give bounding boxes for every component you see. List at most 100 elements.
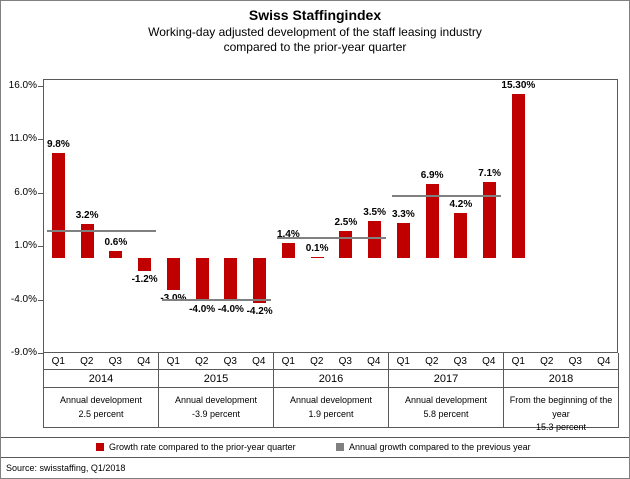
y-axis-tick-mark xyxy=(38,353,43,354)
bar-value-label: -3.0% xyxy=(149,293,198,304)
legend-label: Growth rate compared to the prior-year q… xyxy=(109,442,296,452)
annual-development-value: -3.9 percent xyxy=(191,408,241,419)
annual-development-text: Annual development xyxy=(174,395,258,405)
y-axis-tick-label: 6.0% xyxy=(14,186,37,198)
bar xyxy=(253,257,267,303)
y-axis-tick-label: -9.0% xyxy=(10,347,37,358)
annual-development-cell: Annual development -3.9 percent xyxy=(159,388,273,428)
quarter-label: Q4 xyxy=(137,355,151,367)
annual-development-cell: From the beginning of the year 15.3 perce… xyxy=(504,388,618,432)
year-label: 2015 xyxy=(159,370,273,388)
y-axis-tick-mark xyxy=(38,139,43,141)
y-axis-tick-label: 1.0% xyxy=(14,240,37,252)
annual-development-value: 15.3 percent xyxy=(535,422,587,432)
y-axis-tick-mark xyxy=(38,299,43,301)
year-label: 2018 xyxy=(504,370,618,388)
bar xyxy=(51,153,65,258)
y-axis-tick-label: 16.0% xyxy=(8,80,37,91)
quarter-labels-row: Q1 Q2 Q3 Q4 xyxy=(44,353,158,370)
bar xyxy=(166,257,180,290)
bar xyxy=(454,213,468,258)
x-axis-table: Q1 Q2 Q3 Q4 2014 Annual development 2.5 percen… xyxy=(43,353,619,432)
bar-value-label: 2.5% xyxy=(334,217,358,229)
year-label: 2014 xyxy=(44,370,158,388)
bar xyxy=(138,257,152,271)
bar-value-label: 1.4% xyxy=(276,228,300,240)
annual-growth-line xyxy=(392,194,501,197)
legend-separator-top xyxy=(1,437,629,438)
bar-value-label: 6.9% xyxy=(420,170,444,182)
bar xyxy=(80,223,94,258)
annual-development-text: Annual development xyxy=(289,395,373,405)
bar xyxy=(281,242,295,258)
quarter-label: Q2 xyxy=(540,355,554,367)
quarter-labels-row: Q1 Q2 Q3 Q4 xyxy=(274,353,388,370)
annual-development-text: From the beginning of the year xyxy=(509,395,613,419)
annual-development-cell: Annual development 5.8 percent xyxy=(389,388,503,428)
bar-value-label: 3.5% xyxy=(363,206,387,218)
bar xyxy=(425,184,439,258)
chart-title: Swiss Staffingindex xyxy=(248,7,382,23)
chart-subtitle-line1: Working-day adjusted development of the … xyxy=(148,25,482,39)
bar xyxy=(339,231,353,258)
quarter-label: Q4 xyxy=(367,355,381,367)
quarter-label: Q1 xyxy=(166,355,180,367)
quarter-label: Q3 xyxy=(223,355,237,367)
bar xyxy=(368,220,382,258)
quarter-label: Q1 xyxy=(396,355,410,367)
bar-value-label: 3.2% xyxy=(75,209,99,221)
source-note: Source: swisstaffing, Q1/2018 xyxy=(6,463,126,473)
y-axis-tick-mark xyxy=(38,246,43,248)
bar-value-label: -4.0% xyxy=(189,303,216,315)
quarter-label: Q2 xyxy=(425,355,439,367)
quarter-labels-row: Q1 Q2 Q3 Q4 xyxy=(159,353,273,370)
quarter-label: Q4 xyxy=(252,355,266,367)
quarter-label: Q2 xyxy=(310,355,324,367)
annual-development-cell: Annual development 2.5 percent xyxy=(44,388,158,428)
legend-label: Annual growth compared to the previous y… xyxy=(349,442,531,452)
annual-growth-line xyxy=(162,298,271,301)
quarter-label: Q1 xyxy=(281,355,295,367)
annual-development-cell: Annual development 1.9 percent xyxy=(274,388,388,428)
quarter-label: Q2 xyxy=(195,355,209,367)
bar-value-label: 15.30% xyxy=(501,80,536,92)
legend-item: Growth rate compared to the prior-year q… xyxy=(96,442,296,452)
annual-development-value: 5.8 percent xyxy=(423,408,469,419)
annual-development-text: Annual development xyxy=(404,395,488,405)
bar xyxy=(511,94,525,258)
bar xyxy=(396,222,410,258)
bar xyxy=(195,257,209,301)
quarter-labels-row: Q1 Q2 Q3 Q4 xyxy=(504,353,618,370)
quarter-label: Q1 xyxy=(51,355,65,367)
year-group-column: Q1 Q2 Q3 Q4 2018 From the beginning of the ye… xyxy=(504,353,619,432)
bar-value-label: 0.1% xyxy=(305,242,329,254)
plot-area: 9.8%3.2%0.6%-1.2%-3.0%-4.0%-4.0%-4.2%1.4… xyxy=(43,79,618,353)
legend-swatch xyxy=(96,443,104,451)
quarter-label: Q1 xyxy=(511,355,525,367)
year-group-column: Q1 Q2 Q3 Q4 2017 Annual development 5.8 percen… xyxy=(389,353,504,428)
bar-value-label: 9.8% xyxy=(46,139,70,151)
y-axis-tick-mark xyxy=(38,86,43,87)
bar-value-label: -4.0% xyxy=(217,303,244,315)
bar-value-label: 4.2% xyxy=(449,199,473,211)
quarter-label: Q4 xyxy=(482,355,496,367)
y-axis-tick-label: -4.0% xyxy=(10,293,37,305)
annual-development-value: 2.5 percent xyxy=(78,408,124,419)
year-label: 2016 xyxy=(274,370,388,388)
bar xyxy=(109,251,123,258)
quarter-label: Q3 xyxy=(568,355,582,367)
quarter-label: Q3 xyxy=(453,355,467,367)
year-group-column: Q1 Q2 Q3 Q4 2014 Annual development 2.5 percen… xyxy=(44,353,159,428)
quarter-label: Q3 xyxy=(108,355,122,367)
annual-growth-line xyxy=(277,236,386,239)
bar-value-label: -4.2% xyxy=(246,305,273,317)
quarter-label: Q4 xyxy=(597,355,611,367)
year-group-column: Q1 Q2 Q3 Q4 2016 Annual development 1.9 percen… xyxy=(274,353,389,428)
quarter-labels-row: Q1 Q2 Q3 Q4 xyxy=(389,353,503,370)
y-axis-tick-mark xyxy=(38,192,43,194)
quarter-label: Q3 xyxy=(338,355,352,367)
quarter-label: Q2 xyxy=(80,355,94,367)
bar xyxy=(224,257,238,301)
bar xyxy=(310,256,324,258)
